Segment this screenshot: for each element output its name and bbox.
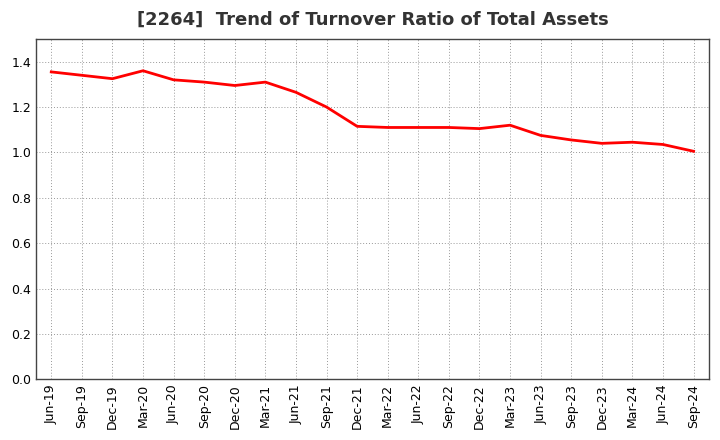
Title: [2264]  Trend of Turnover Ratio of Total Assets: [2264] Trend of Turnover Ratio of Total … <box>137 11 608 29</box>
